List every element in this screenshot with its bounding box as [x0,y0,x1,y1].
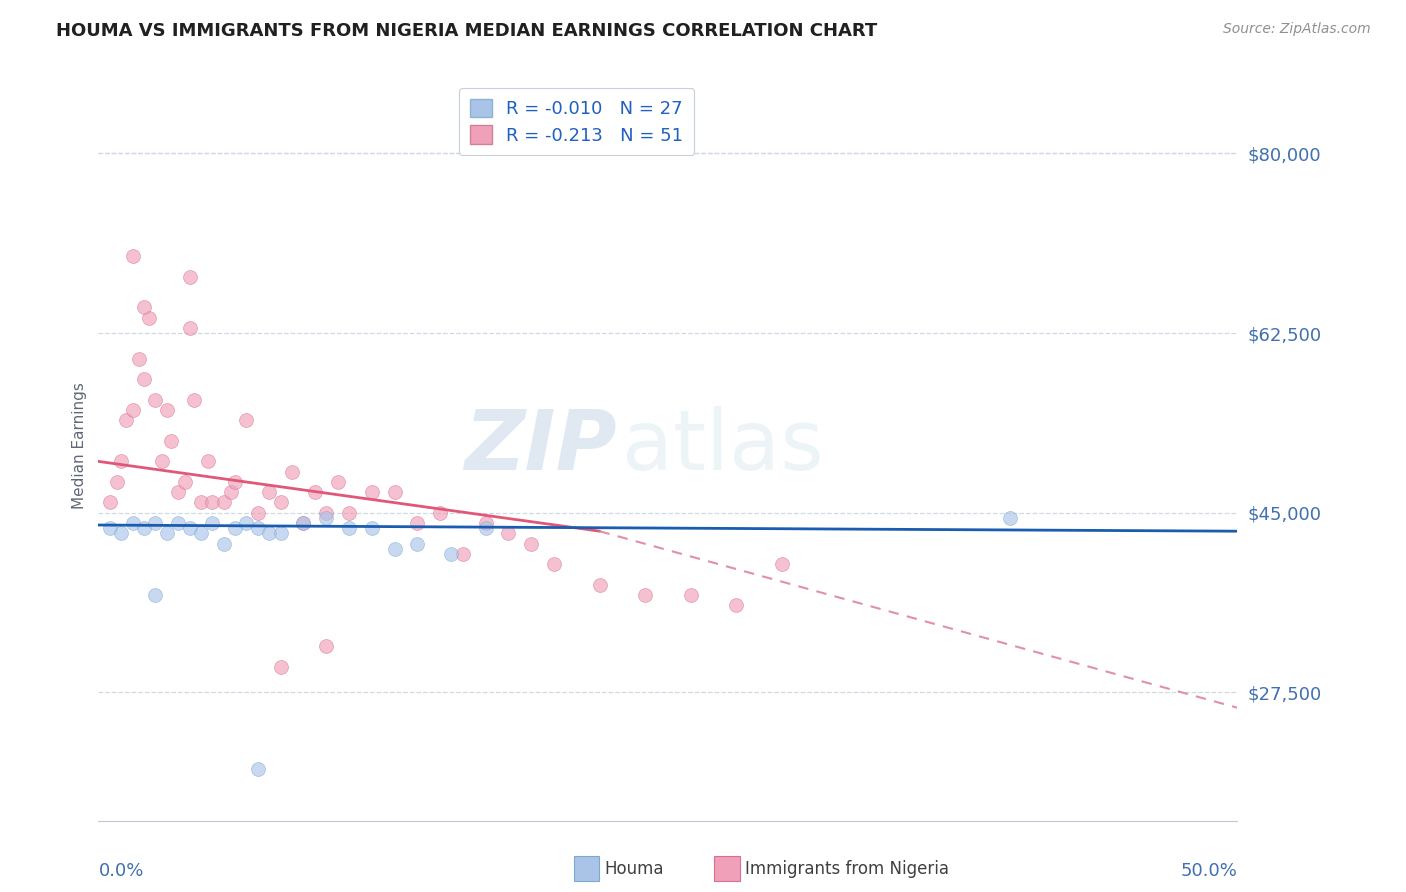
Text: ZIP: ZIP [464,406,617,486]
Point [190,526,212,541]
Point [201,495,224,509]
Point [98,521,121,535]
Point [145,588,167,602]
Point [114,413,136,427]
Point [474,521,496,535]
Point [132,372,155,386]
Point [179,269,201,284]
Point [110,526,132,541]
Point [360,485,382,500]
Text: Source: ZipAtlas.com: Source: ZipAtlas.com [1223,22,1371,37]
Point [132,301,155,315]
Point [725,598,748,612]
Point [121,516,143,530]
Point [246,762,269,776]
Point [219,485,242,500]
Point [406,516,429,530]
Point [304,485,326,500]
Point [998,511,1021,525]
Point [138,310,160,325]
Point [259,526,281,541]
Point [440,547,463,561]
Point [132,521,155,535]
Point [121,249,143,263]
Point [292,516,315,530]
Point [770,557,793,571]
Point [498,526,520,541]
Point [224,475,246,489]
Point [179,321,201,335]
Point [451,547,474,561]
Point [292,516,315,530]
Point [156,403,179,417]
Point [212,495,235,509]
Point [474,516,496,530]
Point [315,506,337,520]
Point [360,521,382,535]
Point [259,485,281,500]
Point [337,521,360,535]
Legend: R = -0.010   N = 27, R = -0.213   N = 51: R = -0.010 N = 27, R = -0.213 N = 51 [460,88,695,155]
Point [588,577,610,591]
Point [520,536,543,550]
Text: HOUMA VS IMMIGRANTS FROM NIGERIA MEDIAN EARNINGS CORRELATION CHART: HOUMA VS IMMIGRANTS FROM NIGERIA MEDIAN … [56,22,877,40]
Point [105,475,128,489]
Point [406,536,429,550]
Point [179,521,201,535]
Point [326,475,349,489]
Text: atlas: atlas [623,406,824,486]
Point [270,495,292,509]
Point [197,454,219,468]
Point [315,511,337,525]
Point [235,516,257,530]
Point [121,403,143,417]
Text: Houma: Houma [605,860,664,878]
Text: 50.0%: 50.0% [1181,862,1237,880]
Point [270,526,292,541]
Point [384,485,406,500]
Text: Immigrants from Nigeria: Immigrants from Nigeria [745,860,949,878]
Point [174,475,197,489]
Point [270,659,292,673]
Point [384,541,406,556]
Point [145,392,167,407]
Point [167,485,190,500]
Point [246,506,269,520]
Point [160,434,183,448]
Point [167,516,190,530]
Point [128,351,150,366]
Point [98,495,121,509]
Point [156,526,179,541]
Point [145,516,167,530]
Point [315,639,337,653]
Point [634,588,657,602]
Point [183,392,205,407]
Point [224,521,246,535]
Text: 0.0%: 0.0% [98,862,143,880]
Point [150,454,173,468]
Point [110,454,132,468]
Point [543,557,565,571]
Point [235,413,257,427]
Y-axis label: Median Earnings: Median Earnings [72,383,87,509]
Point [429,506,451,520]
Point [212,536,235,550]
Point [246,521,269,535]
Point [337,506,360,520]
Point [679,588,702,602]
Point [281,465,304,479]
Point [201,516,224,530]
Point [190,495,212,509]
